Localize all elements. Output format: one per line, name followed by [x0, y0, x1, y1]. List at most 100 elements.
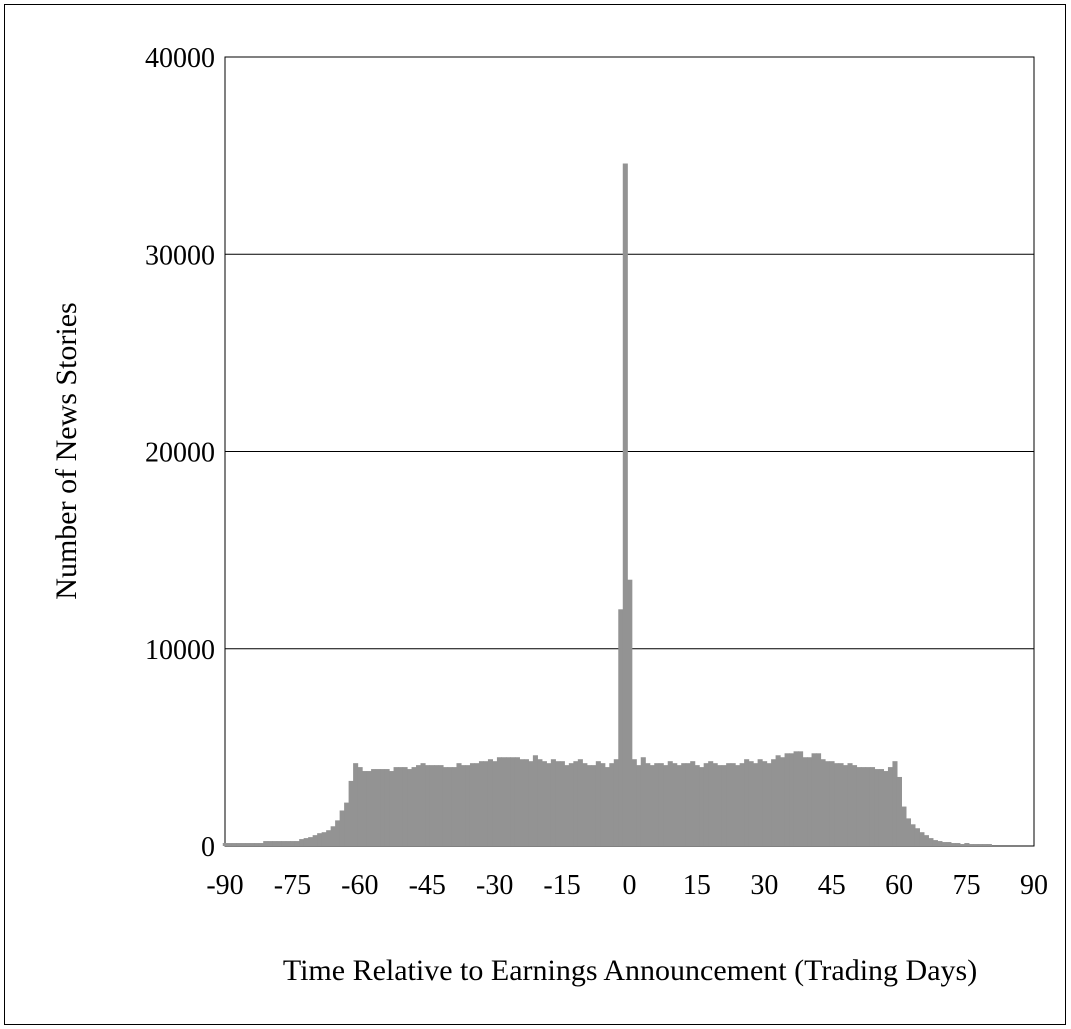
bar: [222, 843, 228, 846]
bar: [299, 839, 305, 846]
bar: [425, 765, 431, 846]
bar: [568, 763, 574, 846]
bar: [362, 771, 368, 846]
bar: [483, 761, 489, 846]
bars: [222, 163, 992, 846]
bar: [793, 751, 799, 846]
bar: [807, 757, 813, 846]
bar: [469, 763, 476, 846]
bar: [407, 769, 413, 846]
bar: [739, 763, 745, 846]
bar: [762, 761, 768, 846]
y-tick-label: 10000: [145, 635, 215, 666]
bar: [339, 810, 345, 846]
x-tick-label: -30: [476, 870, 513, 901]
x-tick-label: 90: [1020, 870, 1048, 901]
bar: [658, 763, 664, 846]
x-tick-label: -90: [206, 870, 243, 901]
bar: [842, 765, 849, 846]
bar: [829, 761, 835, 846]
bar: [672, 763, 678, 846]
x-tick-label: 0: [623, 870, 637, 901]
bar: [272, 841, 278, 846]
bar: [249, 843, 255, 846]
bar: [474, 763, 480, 846]
x-axis-ticks: -90 -75 -60 -45 -30 -15 0 15 30 45 60 75 90: [206, 870, 1048, 901]
bar: [595, 761, 601, 846]
bar: [748, 761, 754, 846]
bar: [753, 763, 759, 846]
bar: [932, 840, 938, 846]
bar: [676, 765, 682, 846]
bar: [928, 838, 934, 846]
bar: [321, 832, 327, 846]
bar: [600, 763, 606, 846]
bar: [573, 761, 579, 846]
bar: [353, 763, 359, 846]
bar: [914, 828, 920, 846]
bar: [537, 759, 543, 846]
bar: [523, 759, 529, 846]
bar: [263, 841, 269, 846]
bar: [541, 761, 547, 846]
bar: [380, 769, 386, 846]
bar: [456, 763, 462, 846]
bar: [685, 763, 691, 846]
bar: [744, 759, 750, 846]
bar: [586, 765, 592, 846]
bar: [366, 771, 372, 846]
bar: [591, 765, 597, 846]
y-tick-label: 40000: [145, 43, 215, 74]
bar: [820, 759, 826, 846]
bar: [442, 767, 449, 846]
bar: [712, 763, 718, 846]
bar: [371, 769, 377, 846]
bar: [254, 843, 260, 846]
bar: [860, 767, 867, 846]
bar: [941, 842, 947, 846]
bar: [344, 802, 350, 846]
bar: [267, 841, 273, 846]
bar: [227, 843, 233, 846]
x-tick-label: -60: [341, 870, 378, 901]
bar: [317, 833, 323, 846]
bar: [694, 765, 700, 846]
bar: [604, 767, 610, 846]
bar: [285, 841, 291, 846]
x-tick-label: 30: [750, 870, 778, 901]
bar: [771, 759, 777, 846]
y-tick-label: 30000: [145, 240, 215, 271]
bar: [447, 767, 453, 846]
bar: [546, 763, 552, 846]
bar: [389, 771, 395, 846]
bar: [330, 826, 336, 846]
bar: [375, 769, 381, 846]
bar: [649, 765, 655, 846]
bar: [487, 759, 494, 846]
bar: [335, 820, 341, 846]
bar: [955, 843, 961, 846]
bar: [505, 757, 511, 846]
bar: [478, 761, 485, 846]
bar: [465, 765, 471, 846]
x-tick-label: 45: [818, 870, 846, 901]
bar: [618, 609, 624, 846]
bar: [416, 765, 422, 846]
bar: [582, 763, 588, 846]
bar: [950, 843, 956, 846]
bar: [434, 765, 440, 846]
bar: [645, 763, 651, 846]
bar: [281, 841, 287, 846]
bar: [550, 759, 556, 846]
bar: [510, 757, 516, 846]
bar: [312, 835, 318, 846]
bar: [703, 763, 709, 846]
bar: [959, 844, 965, 846]
bar: [869, 767, 876, 846]
bar: [838, 763, 844, 846]
bar: [622, 163, 628, 846]
bar: [357, 767, 363, 846]
bar: [240, 843, 246, 846]
bar: [789, 753, 795, 846]
